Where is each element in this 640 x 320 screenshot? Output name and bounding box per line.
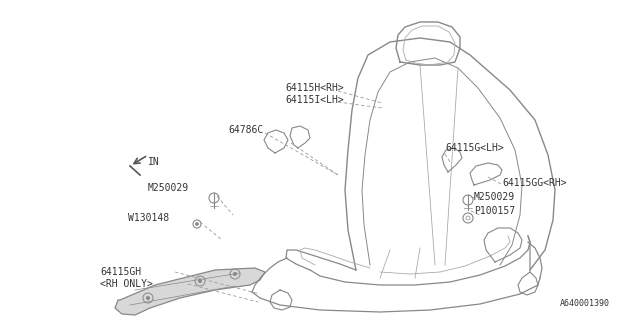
Text: 64786C: 64786C xyxy=(228,125,263,135)
Text: M250029: M250029 xyxy=(148,183,189,193)
Polygon shape xyxy=(115,268,265,315)
Text: 64115H<RH>: 64115H<RH> xyxy=(285,83,344,93)
Text: P100157: P100157 xyxy=(474,206,515,216)
Text: W130148: W130148 xyxy=(128,213,169,223)
Text: A640001390: A640001390 xyxy=(560,299,610,308)
Text: M250029: M250029 xyxy=(474,192,515,202)
Circle shape xyxy=(233,272,237,276)
Circle shape xyxy=(198,279,202,283)
Circle shape xyxy=(146,296,150,300)
Text: 64115I<LH>: 64115I<LH> xyxy=(285,95,344,105)
Text: 64115G<LH>: 64115G<LH> xyxy=(445,143,504,153)
Text: <RH ONLY>: <RH ONLY> xyxy=(100,279,153,289)
Text: 64115GG<RH>: 64115GG<RH> xyxy=(502,178,566,188)
Text: IN: IN xyxy=(148,157,160,167)
Text: 64115GH: 64115GH xyxy=(100,267,141,277)
Circle shape xyxy=(195,222,198,226)
